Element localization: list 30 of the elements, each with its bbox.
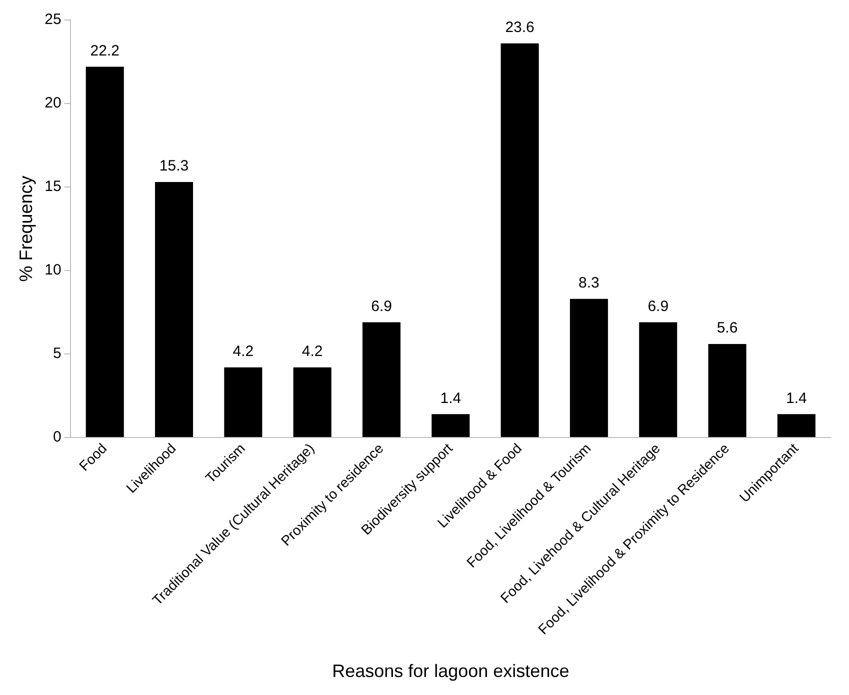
data-label: 1.4 [440,390,462,407]
y-tick-label: 25 [44,11,62,28]
bar [224,367,262,438]
x-axis-title: Reasons for lagoon existence [332,661,570,682]
data-label: 6.9 [648,298,669,315]
bar [500,43,539,438]
bar [293,367,332,438]
data-label: 4.2 [302,343,323,360]
data-label: 8.3 [578,274,600,292]
data-label: 22.2 [90,42,120,60]
bar [362,322,401,438]
data-label: 15.3 [159,158,189,175]
data-label: 4.2 [232,343,254,360]
data-label: 1.4 [786,390,807,407]
bar [570,298,608,438]
y-tick-label: 20 [44,94,62,112]
y-tick-label: 0 [52,428,62,446]
y-tick-label: 10 [44,262,62,279]
bar [708,344,746,438]
data-label: 6.9 [371,298,392,315]
y-tick-label: 5 [52,345,62,362]
y-tick-label: 15 [44,178,62,196]
bar [432,414,470,438]
bar [639,322,678,438]
y-axis-title: % Frequency [16,176,36,282]
bar [777,414,816,438]
bar [86,66,124,438]
data-label: 23.6 [505,19,534,36]
bar [155,182,194,438]
data-label: 5.6 [716,320,738,337]
